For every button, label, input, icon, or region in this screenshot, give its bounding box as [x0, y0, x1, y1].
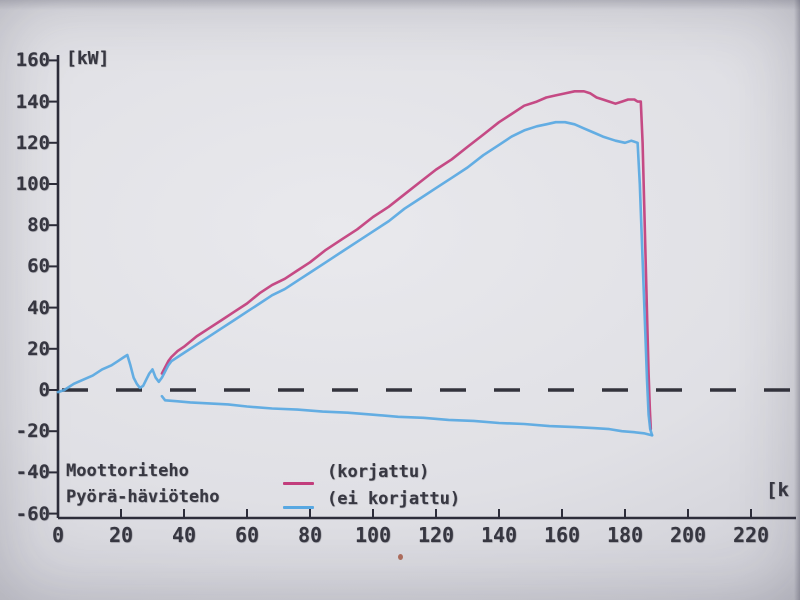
x-tick-label: 40: [171, 523, 197, 547]
x-tick-label: 160: [543, 523, 581, 547]
x-tick-label: 80: [297, 523, 323, 547]
x-axis-unit-label-fragment: [k: [766, 479, 789, 501]
photo-artifact-dot: [398, 554, 403, 560]
x-tick-label: 140: [480, 523, 518, 547]
y-tick-label: 120: [15, 131, 50, 154]
x-tick-label: 100: [354, 523, 392, 547]
y-tick-label: 100: [15, 173, 50, 195]
y-axis-unit-label: [kW]: [66, 48, 110, 69]
y-tick-label: -60: [15, 502, 50, 525]
y-tick-label: 80: [27, 214, 50, 237]
x-tick-label: 120: [417, 523, 455, 547]
series-curve-0: [160, 90, 653, 431]
series-curve-1: [56, 120, 654, 437]
y-tick-label: 160: [15, 49, 50, 72]
y-tick-label: -20: [15, 420, 50, 443]
y-tick-label: 0: [38, 379, 50, 401]
x-tick-label: 0: [51, 523, 65, 547]
x-tick-label: 200: [669, 523, 707, 547]
x-tick-label: 60: [234, 523, 260, 547]
x-tick-label: 20: [108, 523, 134, 547]
series-curve-2: [160, 394, 654, 437]
legend-swatch-korjattu: [283, 482, 314, 485]
legend-label-moottoriteho: Moottoriteho: [66, 461, 189, 481]
legend-label-pyora-havioteho: Pyörä-häviöteho: [66, 487, 220, 507]
y-tick-label: 60: [27, 255, 50, 278]
legend-label-korjattu: (korjattu): [327, 462, 430, 482]
legend-swatch-ei-korjattu: [283, 506, 314, 509]
x-tick-label: 180: [606, 523, 644, 547]
x-tick-label: 220: [732, 523, 770, 547]
y-tick-label: 40: [27, 296, 50, 319]
y-tick-label: -40: [15, 461, 50, 484]
y-tick-label: 20: [27, 337, 50, 360]
legend-label-ei-korjattu: (ei korjattu): [327, 489, 461, 509]
y-tick-label: 140: [15, 90, 50, 113]
